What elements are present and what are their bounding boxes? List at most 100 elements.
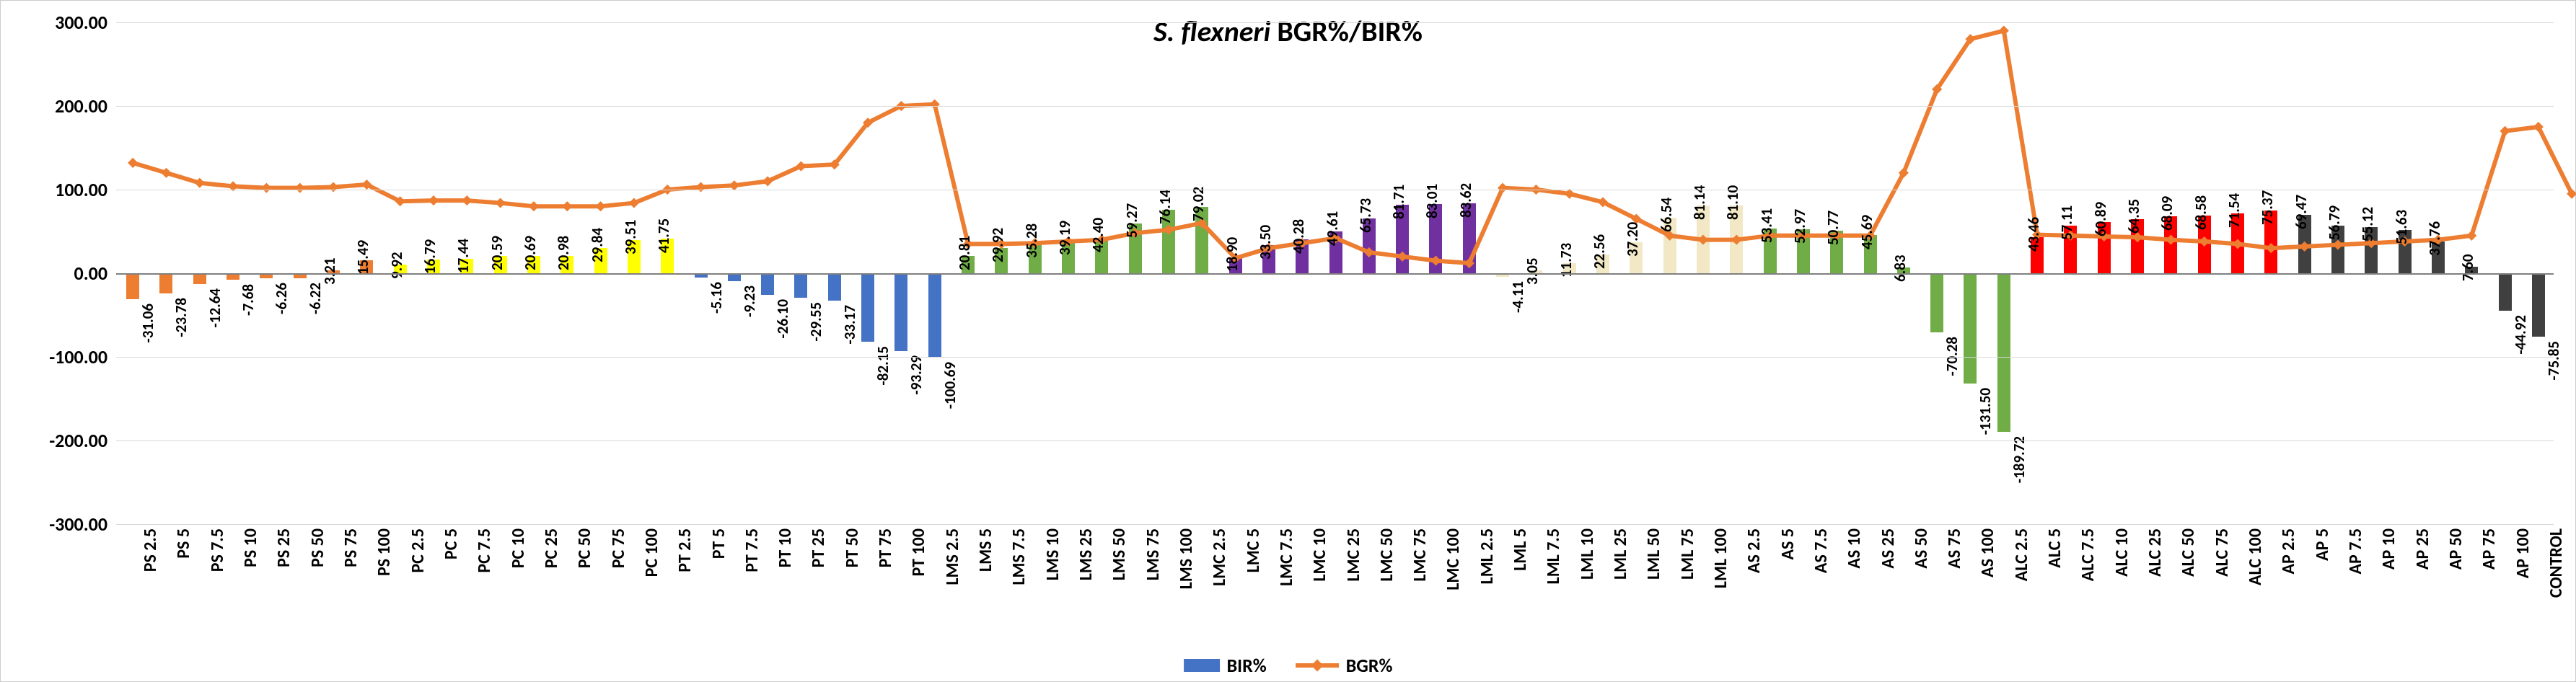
bar-value-label: 16.79 [421,239,439,273]
legend: BIR% BGR% [1184,654,1393,677]
x-tick-label: PT 75 [875,528,896,567]
x-tick-label: PT 2.5 [674,528,695,572]
x-tick-label: AS 25 [1878,528,1899,569]
x-tick-label: PC 2.5 [408,528,428,573]
bar-value-label: -5.16 [707,282,726,314]
x-tick-label: LML 50 [1643,528,1664,580]
x-tick-label: LMC 2.5 [1209,528,1230,586]
bar-value-label: 9.92 [387,252,406,280]
y-tick-label: 300.00 [55,11,107,34]
bar-value-label: 29.92 [988,228,1007,262]
bar-value-label: 39.19 [1055,220,1074,254]
x-tick-label: AP 100 [2513,528,2533,578]
x-tick-label: PS 25 [273,528,294,567]
bar-value-label: -75.85 [2544,341,2563,381]
y-tick-label: 100.00 [55,178,107,201]
x-tick-label: AS 7.5 [1811,528,1832,573]
bar-value-label: 20.81 [955,236,974,270]
x-tick-label: AS 75 [1944,528,1965,569]
bar-value-label: 3.21 [320,258,339,285]
bar-value-label: 79.02 [1189,187,1208,221]
x-tick-label: ALC 50 [2178,528,2199,577]
x-tick-label: PC 50 [574,528,595,568]
x-tick-label: AS 100 [1977,528,1998,577]
bar-value-label: 64.35 [2124,199,2143,234]
x-tick-label: AP 7.5 [2345,528,2366,574]
bar-value-label: 57.11 [2057,205,2076,240]
gridline [116,273,2554,275]
bar-value-label: 7.60 [2458,254,2477,282]
gridline [116,106,2554,107]
x-tick-label: PS 7.5 [207,528,228,572]
bar-value-label: 76.14 [1156,189,1174,223]
bar-value-label: -44.92 [2511,315,2530,355]
bar-value-label: 41.75 [654,218,673,252]
x-tick-label: LML 5 [1510,528,1531,571]
x-tick-label: AP 2.5 [2278,528,2299,574]
x-tick-label: PC 75 [608,528,629,568]
x-tick-label: AP 5 [2312,528,2333,561]
x-tick-label: LMS 25 [1076,528,1096,580]
bar-value-label: -189.72 [2010,436,2028,483]
x-tick-label: PS 10 [240,528,261,567]
bar-value-label: 40.28 [1289,219,1308,254]
bar-value-label: 22.56 [1590,234,1609,269]
x-tick-label: LML 10 [1577,528,1598,580]
x-tick-label: PS 75 [340,528,361,567]
y-tick-label: -200.00 [49,429,107,452]
x-tick-label: LMS 50 [1109,528,1130,580]
bar-value-label: 83.62 [1456,183,1475,218]
bar-value-label: 71.54 [2225,193,2243,228]
x-tick-label: PC 25 [541,528,562,568]
legend-label-bgr: BGR% [1346,654,1393,677]
bar-value-label: 56.79 [2325,205,2344,240]
bar-value-label: 75.37 [2258,190,2277,224]
gridline [116,440,2554,441]
bar-value-label: 29.84 [588,228,607,262]
x-tick-label: AS 5 [1777,528,1798,559]
bar-value-label: 55.12 [2358,207,2377,242]
bar-value-label: -31.06 [139,304,157,343]
x-tick-label: LMC 25 [1343,528,1364,582]
bar-value-label: 66.54 [1657,198,1676,232]
bar-value-label: 37.20 [1623,222,1642,257]
x-tick-label: LMC 50 [1376,528,1397,582]
x-tick-label: PT 5 [708,528,729,559]
x-tick-label: PS 2.5 [140,528,161,572]
x-tick-label: LML 100 [1710,528,1731,588]
x-tick-label: PT 7.5 [742,528,762,572]
bar-value-label: -23.78 [172,298,190,337]
bar-value-label: 68.58 [2192,195,2210,230]
x-tick-label: LMC 5 [1243,528,1264,572]
x-tick-label: LML 75 [1677,528,1698,580]
x-tick-label: LMS 10 [1042,528,1063,580]
bar-value-label: 6.83 [1891,255,1909,283]
chart-container: S. flexneri BGR%/BIR% -300.00-200.00-100… [0,0,2576,682]
bar-value-label: -82.15 [874,346,892,386]
x-tick-label: LMS 2.5 [942,528,963,585]
x-tick-label: LMC 7.5 [1276,528,1297,586]
bar-value-label: -29.55 [806,302,825,342]
bar-value-label: -6.22 [306,283,325,314]
x-tick-label: PC 7.5 [474,528,495,573]
bar-value-label: 59.27 [1122,203,1141,238]
bar-value-label: 20.69 [521,236,540,270]
x-tick-label: LMS 5 [975,528,996,572]
bar-value-label: 60.89 [2091,202,2110,236]
x-tick-label: AP 75 [2479,528,2500,570]
x-tick-label: PS 50 [307,528,328,567]
bar-value-label: 49.61 [1323,211,1342,246]
bar-value-label: -100.69 [941,362,959,409]
bar-value-label: 33.50 [1256,225,1275,260]
x-tick-label: AS 50 [1911,528,1932,569]
bar-value-label: 83.01 [1423,184,1441,218]
x-tick-label: ALC 10 [2111,528,2132,577]
x-tick-label: PT 10 [775,528,796,567]
x-tick-label: LMS 7.5 [1008,528,1029,585]
bar-value-label: -6.26 [272,283,291,314]
bar-value-label: 45.69 [1858,215,1876,249]
bar-value-label: -131.50 [1976,388,1995,435]
legend-swatch-line [1296,663,1339,668]
x-tick-label: ALC 25 [2145,528,2166,577]
x-tick-label: PS 100 [374,528,395,576]
